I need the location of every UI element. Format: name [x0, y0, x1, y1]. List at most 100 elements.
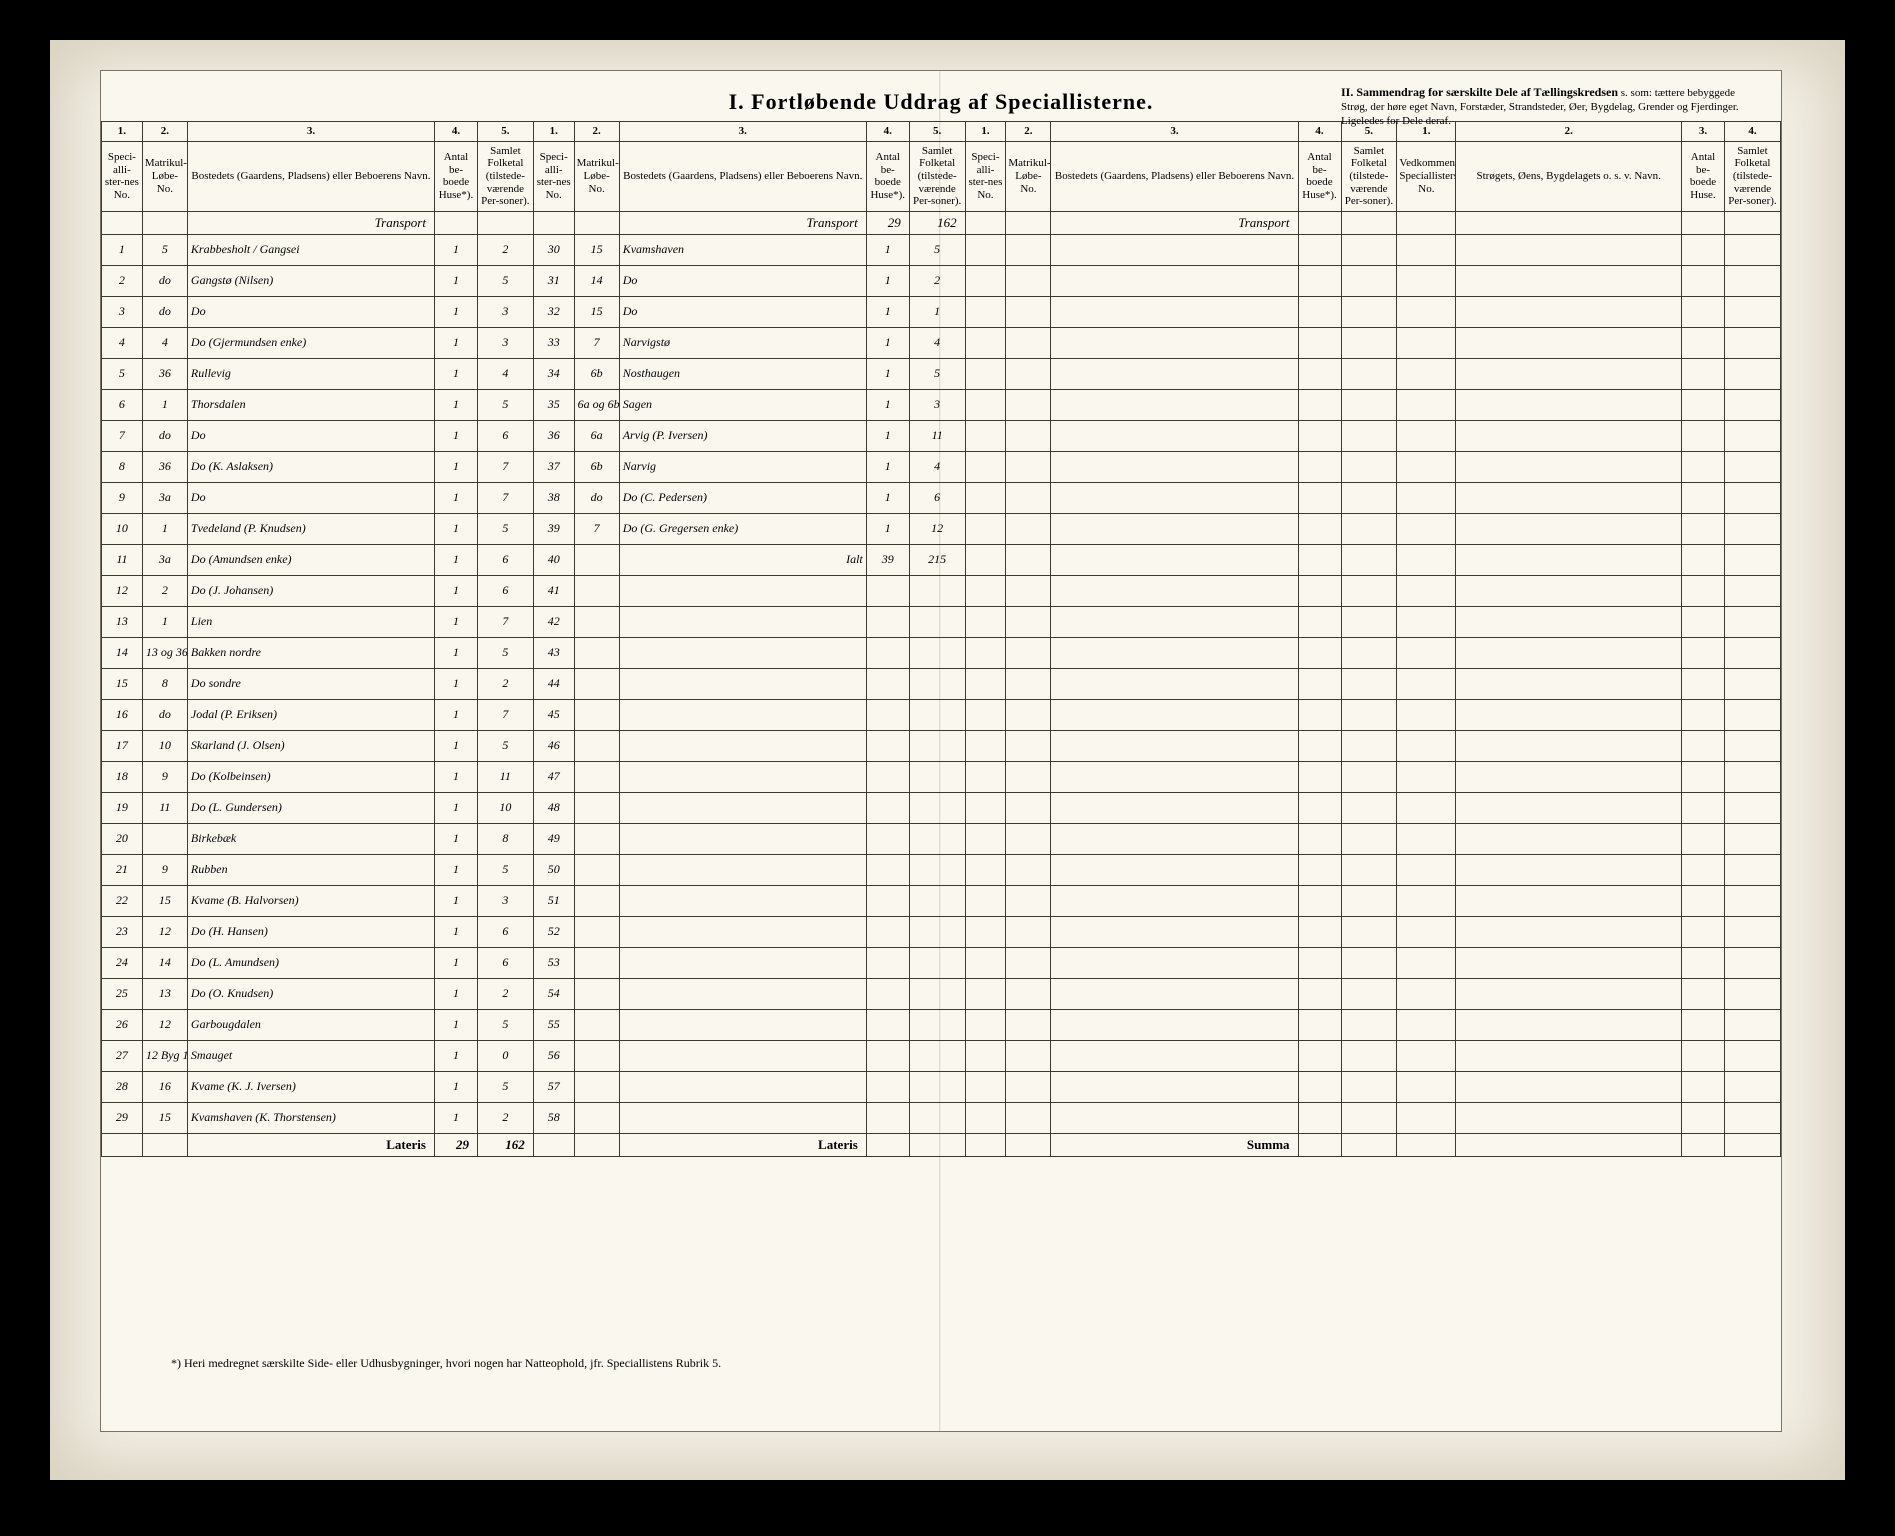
cell	[1397, 1133, 1456, 1156]
col-number: 1.	[102, 122, 143, 142]
table-row: 15Krabbesholt / Gangsei123015Kvamshaven1…	[102, 234, 1781, 265]
col-header: Antal be-boede Huse.	[1682, 141, 1725, 211]
cell	[1298, 1133, 1341, 1156]
cell	[1397, 854, 1456, 885]
cell: Krabbesholt / Gangsei	[187, 234, 434, 265]
cell	[1298, 1102, 1341, 1133]
cell	[1682, 1133, 1725, 1156]
cell	[574, 637, 619, 668]
cell	[1682, 234, 1725, 265]
cell	[1298, 211, 1341, 234]
cell: 7	[477, 606, 533, 637]
cell: 1	[102, 234, 143, 265]
cell	[102, 1133, 143, 1156]
cell	[909, 637, 965, 668]
cell	[1724, 211, 1780, 234]
cell	[619, 668, 866, 699]
cell	[1006, 1009, 1051, 1040]
cell	[1456, 823, 1682, 854]
cell: 25	[102, 978, 143, 1009]
cell: do	[142, 296, 187, 327]
cell: 15	[574, 296, 619, 327]
table-row: 44Do (Gjermundsen enke)13337Narvigstø14	[102, 327, 1781, 358]
cell	[965, 513, 1006, 544]
cell: Do (C. Pedersen)	[619, 482, 866, 513]
cell	[1456, 668, 1682, 699]
cell: 4	[102, 327, 143, 358]
cell: Do (G. Gregersen enke)	[619, 513, 866, 544]
col-header: Samlet Folketal (tilstede-værende Per-so…	[1341, 141, 1397, 211]
cell	[909, 730, 965, 761]
cell: 1	[866, 358, 909, 389]
cell: 2	[477, 1102, 533, 1133]
col-header: Antal be-boede Huse*).	[1298, 141, 1341, 211]
cell: 1	[434, 854, 477, 885]
cell	[1397, 978, 1456, 1009]
cell	[1298, 544, 1341, 575]
cell	[1006, 699, 1051, 730]
cell: Do	[187, 296, 434, 327]
table-row: 2816Kvame (K. J. Iversen)1557	[102, 1071, 1781, 1102]
cell: 1	[434, 761, 477, 792]
cell	[142, 823, 187, 854]
table-row: 1710Skarland (J. Olsen)1546	[102, 730, 1781, 761]
cell	[1682, 916, 1725, 947]
table-row: 122Do (J. Johansen)1641	[102, 575, 1781, 606]
col-header: Samlet Folketal (tilstede-værende Per-so…	[477, 141, 533, 211]
cell	[1456, 1009, 1682, 1040]
cell	[1682, 575, 1725, 606]
cell: Jodal (P. Eriksen)	[187, 699, 434, 730]
cell	[1006, 978, 1051, 1009]
cell	[866, 606, 909, 637]
cell	[1456, 211, 1682, 234]
cell	[1006, 296, 1051, 327]
cell: 12	[142, 916, 187, 947]
cell: Do (L. Gundersen)	[187, 792, 434, 823]
cell	[1006, 265, 1051, 296]
cell	[965, 358, 1006, 389]
cell	[1298, 606, 1341, 637]
cell	[1456, 265, 1682, 296]
cell	[1724, 947, 1780, 978]
cell	[909, 885, 965, 916]
col-header: Speci-alli-ster-nes No.	[965, 141, 1006, 211]
cell: 30	[533, 234, 574, 265]
cell	[1682, 978, 1725, 1009]
col-number: 4.	[866, 122, 909, 142]
table-row: 7doDo16366aArvig (P. Iversen)111	[102, 420, 1781, 451]
cell	[965, 1009, 1006, 1040]
cell	[1682, 296, 1725, 327]
cell	[1397, 420, 1456, 451]
cell	[1456, 730, 1682, 761]
cell	[1298, 451, 1341, 482]
cell	[1051, 730, 1298, 761]
cell	[1397, 792, 1456, 823]
table-row: 113aDo (Amundsen enke)1640Ialt39215	[102, 544, 1781, 575]
cell	[866, 1071, 909, 1102]
cell	[1341, 544, 1397, 575]
cell: 162	[477, 1133, 533, 1156]
cell: 1	[866, 234, 909, 265]
cell	[1051, 947, 1298, 978]
cell	[533, 211, 574, 234]
col-header: Matrikul-Løbe-No.	[574, 141, 619, 211]
cell	[866, 916, 909, 947]
cell: 50	[533, 854, 574, 885]
cell	[1006, 513, 1051, 544]
cell	[1456, 699, 1682, 730]
cell: 1	[142, 513, 187, 544]
col-header: Samlet Folketal (tilstede-værende Per-so…	[1724, 141, 1780, 211]
cell	[619, 947, 866, 978]
cell	[1298, 730, 1341, 761]
cell: 1	[866, 389, 909, 420]
cell	[1298, 482, 1341, 513]
cell	[1724, 699, 1780, 730]
cell: 15	[102, 668, 143, 699]
cell: 1	[434, 420, 477, 451]
cell: 10	[102, 513, 143, 544]
cell	[1456, 389, 1682, 420]
cell	[1006, 606, 1051, 637]
cell: 1	[434, 699, 477, 730]
cell	[619, 885, 866, 916]
cell: 36	[142, 358, 187, 389]
